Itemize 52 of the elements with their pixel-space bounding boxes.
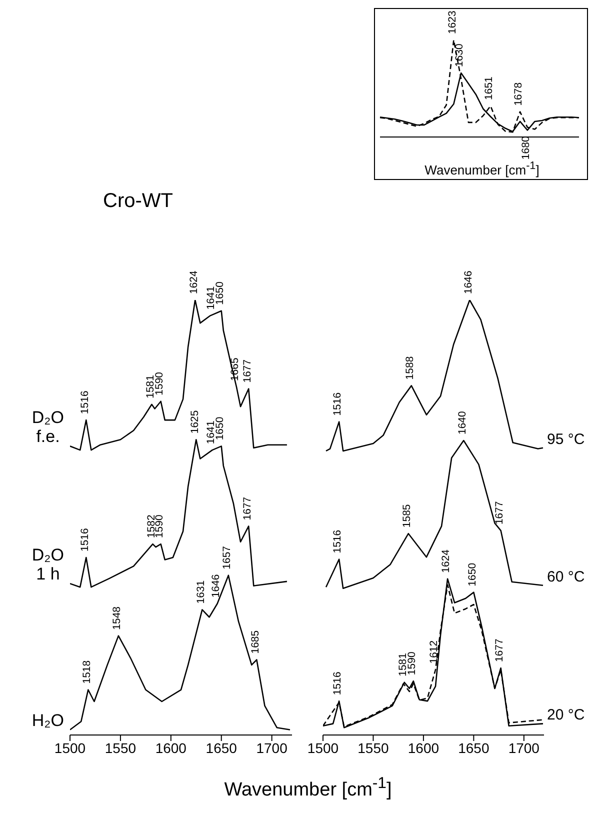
annotation: 1624 — [440, 549, 452, 573]
annotation: 1646 — [210, 574, 222, 598]
series-label: 60 °C — [546, 568, 585, 586]
annotation: 1590 — [153, 514, 166, 538]
series-label: 20 °C — [546, 706, 585, 724]
annotation: 1516 — [332, 530, 344, 554]
x-axis-title: Wavenumber [cm$^{-1}$] — [223, 775, 393, 802]
series-label: H₂O — [32, 710, 64, 730]
annotation: 1641 — [204, 420, 217, 444]
annotation: 1650 — [214, 281, 226, 305]
annotation: 1641 — [204, 286, 217, 310]
annotation: 1677 — [493, 638, 506, 662]
annotation: 1625 — [188, 410, 201, 434]
x-tick-label: 1600 — [155, 740, 187, 756]
x-tick-label: 1550 — [358, 740, 390, 756]
annotation: 1623 — [446, 10, 458, 34]
annotation: 1646 — [462, 270, 474, 294]
annotation: 1588 — [404, 356, 416, 380]
x-tick-label: 1500 — [54, 740, 86, 756]
annotation: 1631 — [194, 580, 207, 604]
x-tick-label: 1650 — [458, 740, 490, 756]
annotation: 1590 — [406, 652, 418, 676]
annotation: 1516 — [332, 672, 344, 696]
annotation: 1624 — [188, 270, 200, 294]
annotation: 1678 — [512, 82, 525, 106]
annotation: 1612 — [428, 640, 440, 664]
x-tick-label: 1700 — [508, 740, 540, 756]
annotation: 1516 — [78, 390, 91, 414]
annotation: 1516 — [332, 392, 344, 416]
annotation: 1651 — [483, 76, 496, 100]
annotation: 1585 — [401, 504, 414, 528]
annotation: 1640 — [456, 410, 468, 435]
annotation: 1518 — [80, 660, 93, 684]
text: Cro-WT — [103, 190, 173, 213]
annotation: 1657 — [221, 546, 234, 570]
x-tick-label: 1500 — [307, 740, 339, 756]
annotation: 1677 — [241, 359, 254, 383]
x-tick-label: 1600 — [408, 740, 440, 756]
annotation: 1516 — [78, 528, 91, 552]
x-axis-title: Wavenumber [cm$^{-1}$] — [424, 160, 540, 178]
annotation: 1677 — [241, 496, 254, 520]
annotation: 1650 — [466, 562, 478, 586]
x-tick-label: 1550 — [104, 740, 136, 756]
series-label: 95 °C — [546, 430, 585, 448]
annotation: 1650 — [214, 416, 226, 440]
series-label: D₂O f.e. — [32, 408, 64, 446]
annotation: 1548 — [111, 606, 124, 630]
series-label: D₂O 1 h — [32, 546, 64, 584]
annotation: 1677 — [493, 501, 506, 525]
annotation: 1685 — [249, 630, 262, 654]
x-tick-label: 1650 — [206, 740, 238, 756]
x-tick-label: 1700 — [256, 740, 288, 756]
